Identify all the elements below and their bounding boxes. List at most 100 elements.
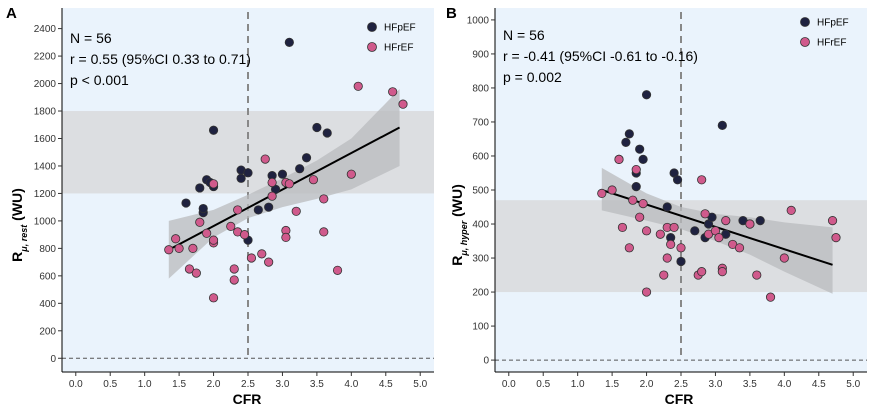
- panel-a-point-hfpef: [277, 169, 288, 179]
- panel-a-point-hfref: [202, 228, 212, 238]
- panel-b-point-hfpef: [755, 216, 765, 226]
- panel-a-x-tick-label: 1.5: [172, 379, 186, 390]
- panel-a-y-tick-label: 400: [39, 299, 56, 310]
- panel-b-x-tick-label: 0.5: [536, 379, 550, 390]
- panel-b-y-tick-label: 200: [472, 288, 489, 299]
- panel-a-point-hfpef: [312, 122, 322, 133]
- panel-a-point-hfpef: [243, 168, 253, 178]
- panel-b-point-hfref: [614, 154, 624, 164]
- panel-b-x-tick-label: 0.0: [502, 379, 516, 390]
- panel-a-y-tick-label: 600: [39, 271, 56, 282]
- panel-b-y-tick-label: 100: [472, 322, 489, 333]
- panel-a-point-hfref: [260, 154, 270, 164]
- panel-b-x-tick-label: 4.5: [812, 379, 826, 390]
- panel-b-x-tick-label: 3.5: [743, 379, 757, 390]
- panel-a-point-hfpef: [301, 153, 312, 163]
- panel-b-legend-key-hfref: [800, 37, 810, 47]
- panel-a-stat-line: p < 0.001: [70, 72, 129, 88]
- panel-b-y-axis-label-text: Rμ, hyper (WU): [449, 184, 469, 266]
- panel-a-x-tick-label: 4.5: [379, 379, 393, 390]
- panel-a-point-hfpef: [195, 183, 205, 193]
- panel-b-x-tick-label: 2.5: [674, 379, 688, 390]
- panel-b-point-hfref: [638, 199, 648, 209]
- panel-b-point-hfref: [635, 212, 645, 222]
- panel-a-y-axis-label-main: R: [9, 252, 25, 262]
- panel-b-point-hfref: [734, 243, 745, 253]
- panel-b-x-tick-label: 1.0: [571, 379, 585, 390]
- panel-b-point-hfpef: [690, 226, 700, 236]
- panel-a-legend-label-hfpef: HFpEF: [384, 23, 416, 34]
- panel-a-point-hfpef: [284, 37, 294, 47]
- panel-a-x-axis-label: CFR: [233, 391, 262, 407]
- panel-a-y-tick-label: 2000: [34, 79, 57, 90]
- panel-a-point-hfref: [246, 253, 257, 263]
- panel-b-y-tick-label: 900: [472, 49, 489, 60]
- panel-b-letter: B: [446, 5, 457, 22]
- panel-b-point-hfref: [641, 226, 652, 236]
- panel-a-point-hfpef: [236, 173, 246, 183]
- panel-b-point-hfpef: [624, 129, 634, 139]
- panel-b-point-hfref: [655, 229, 665, 239]
- panel-a-point-hfref: [319, 227, 329, 237]
- panel-a-point-hfref: [264, 257, 274, 267]
- panel-a-x-tick-label: 2.5: [241, 379, 255, 390]
- panel-b-point-hfpef: [717, 120, 727, 130]
- panel-b-point-hfref: [659, 270, 669, 280]
- panel-b-point-hfpef: [672, 175, 683, 185]
- panel-a-y-tick-label: 1200: [34, 189, 57, 200]
- panel-a-point-hfref: [281, 232, 291, 242]
- panel-a-x-tick-label: 0.5: [103, 379, 117, 390]
- panel-a-point-hfref: [267, 177, 277, 188]
- panel-a-point-hfpef: [322, 128, 332, 138]
- panel-a-point-hfpef: [253, 205, 263, 215]
- panel-b-point-hfref: [676, 243, 686, 253]
- panel-b-y-axis-label: Rμ, hyper (WU): [449, 184, 469, 266]
- panel-b-x-tick-label: 4.0: [777, 379, 791, 390]
- panel-b-point-hfref: [597, 188, 607, 199]
- panel-b-point-hfpef: [631, 181, 641, 192]
- panel-b-plot-background: [495, 8, 867, 372]
- panel-b-plot: 0 100 200 300 400 500 600 700 800 900 1000 0.0 0.5 1.…: [467, 8, 867, 390]
- panel-b-y-tick-label: 800: [472, 83, 489, 94]
- panel-a-legend-key-hfpef: [367, 22, 377, 32]
- panel-a-point-hfpef: [295, 164, 305, 174]
- panel-b-point-hfref: [786, 205, 796, 216]
- panel-b-point-hfpef: [621, 137, 631, 147]
- panel-a-y-tick-label: 2200: [34, 52, 57, 63]
- panel-a-x-tick-label: 0.0: [69, 379, 83, 390]
- panel-b-y-axis-label-main: R: [449, 256, 465, 266]
- panel-a-point-hfref: [319, 194, 329, 204]
- panel-b-x-tick-label: 1.5: [605, 379, 619, 390]
- panel-a-point-hfref: [174, 243, 184, 253]
- panel-a-x-tick-label: 3.0: [275, 379, 289, 390]
- panel-b-point-hfpef: [676, 256, 686, 267]
- panel-b-point-hfref: [641, 287, 652, 297]
- panel-b-point-hfpef: [641, 90, 652, 100]
- panel-b-point-hfpef: [638, 154, 648, 164]
- panel-a-point-hfref: [267, 191, 277, 201]
- panel-b-point-hfref: [700, 209, 710, 219]
- panel-b-y-tick-label: 1000: [467, 15, 490, 26]
- panel-a-point-hfref: [291, 206, 301, 216]
- panel-a-point-hfref: [208, 293, 219, 303]
- panel-b: B Rμ, hyper (WU) 0 100 200 300 400 500 600 700 8…: [446, 5, 867, 407]
- panel-b-stat-line: N = 56: [503, 27, 545, 43]
- panel-a-point-hfpef: [181, 198, 191, 208]
- panel-b-y-axis-label-sub: μ, hyper: [459, 220, 469, 256]
- panel-a-point-hfref: [284, 179, 294, 189]
- panel-a-y-tick-label: 1800: [34, 107, 57, 118]
- panel-b-point-hfref: [607, 185, 617, 195]
- panel-a-letter: A: [6, 5, 17, 22]
- panel-b-y-tick-label: 700: [472, 117, 489, 128]
- panel-b-x-tick-label: 5.0: [846, 379, 860, 390]
- panel-b-point-hfref: [697, 175, 707, 185]
- panel-b-point-hfref: [617, 222, 628, 233]
- panel-a-y-tick-label: 1600: [34, 134, 57, 145]
- panel-a-legend-key-hfref: [367, 42, 377, 52]
- panel-a-point-hfref: [191, 268, 201, 278]
- panel-b-y-tick-label: 500: [472, 186, 489, 197]
- panel-a: A Rμ, rest (WU) 0 200 400 600 800 1000 1200 140…: [6, 5, 434, 407]
- panel-a-y-axis-label-text: Rμ, rest (WU): [9, 188, 29, 262]
- panel-a-y-tick-label: 1400: [34, 161, 57, 172]
